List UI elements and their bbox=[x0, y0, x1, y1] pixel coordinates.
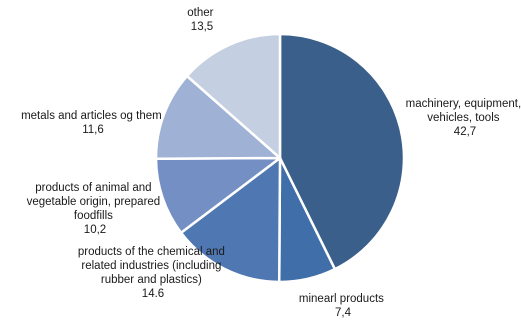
pie-slice-other bbox=[185, 32, 282, 160]
pie-slice-metals bbox=[154, 74, 282, 161]
slice-value-chemical: 14.6 bbox=[142, 288, 164, 300]
slice-value-other: 13,5 bbox=[191, 21, 213, 33]
slice-value-animal-vegetable: 10,2 bbox=[84, 224, 106, 236]
pie-slices bbox=[154, 32, 406, 284]
slice-label-animal-vegetable: products of animal and vegetable origin,… bbox=[27, 182, 164, 236]
slice-value-machinery: 42,7 bbox=[454, 126, 476, 138]
slice-label-machinery: machinery, equipment, vehicles, tools 42… bbox=[406, 98, 521, 138]
slice-value-metals: 11,6 bbox=[82, 124, 104, 136]
pie-slice-machinery bbox=[278, 32, 406, 271]
slice-label-chemical: products of the chemical and related ind… bbox=[78, 246, 228, 300]
pie-slice-chemical bbox=[179, 156, 282, 284]
slice-label-mineral: minearl products 7,4 bbox=[299, 293, 387, 319]
slice-value-mineral: 7,4 bbox=[335, 307, 352, 319]
slice-label-metals: metals and articles og them 11,6 bbox=[21, 110, 165, 136]
pie-slice-animal-vegetable bbox=[154, 156, 282, 235]
slice-label-other: other 13,5 bbox=[187, 7, 216, 33]
